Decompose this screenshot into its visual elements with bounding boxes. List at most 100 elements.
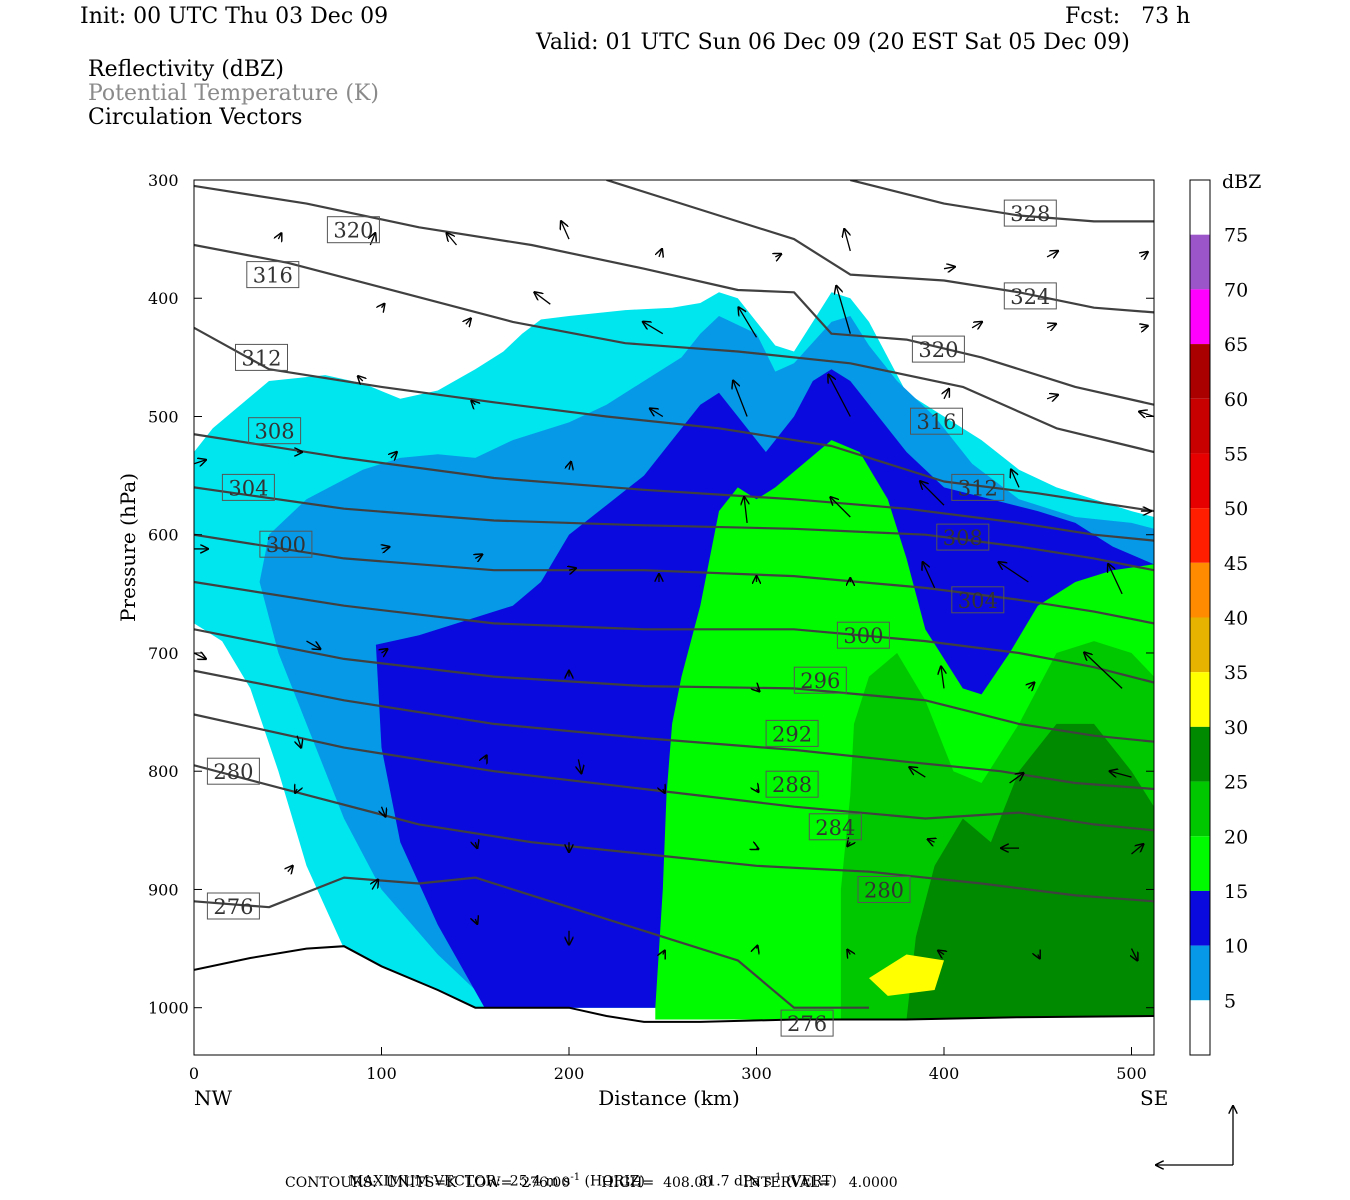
circulation-vector-38	[475, 554, 482, 558]
colorbar-label-50: 50	[1224, 498, 1248, 520]
circulation-vector-30	[569, 462, 571, 470]
circulation-vector-57	[663, 789, 665, 793]
circulation-vector-24	[944, 389, 949, 400]
circulation-vector-44	[998, 562, 1029, 583]
contour-label-6: 280	[213, 760, 253, 784]
circulation-vector-76	[757, 946, 758, 949]
theta-contour-304	[194, 486, 1154, 572]
circulation-vector-17	[1047, 324, 1056, 328]
circulation-vector-23	[828, 375, 851, 417]
theta-contour-300	[194, 533, 1154, 625]
theta-contour-288	[194, 669, 1154, 791]
y-tick-label-700: 700	[148, 644, 179, 663]
contour-label-21: 276	[787, 1012, 827, 1036]
circulation-vector-27	[194, 460, 206, 464]
circulation-vector-43	[923, 562, 936, 589]
contour-label-3: 308	[255, 420, 295, 444]
circulation-vector-54	[297, 735, 301, 748]
contour-label-16: 296	[800, 669, 840, 693]
colorbar-segment-75	[1190, 234, 1210, 290]
contour-label-4: 304	[228, 476, 268, 500]
contour-label-box-1	[246, 261, 300, 289]
contour-label-7: 276	[213, 895, 253, 919]
vert-unit: (VERT)	[785, 1173, 837, 1190]
colorbar-segment-60	[1190, 398, 1210, 454]
theta-contour-layer	[194, 180, 1154, 1009]
contour-label-box-19	[808, 813, 862, 841]
colorbar-segment-70	[1190, 289, 1210, 345]
colorbar-label-75: 75	[1224, 225, 1248, 247]
circulation-vector-11	[466, 318, 471, 324]
circulation-vector-25	[1046, 395, 1058, 399]
legend-reflectivity: Reflectivity (dBZ)	[88, 57, 284, 82]
circulation-vector-8	[1046, 251, 1058, 257]
legend-potential-temperature: Potential Temperature (K)	[88, 81, 379, 106]
colorbar-segment-35	[1190, 672, 1210, 727]
axes-layer: 300 400 500 600 700 800 900 1000 0 100 200 300 400 50…	[116, 171, 1168, 1110]
circulation-vector-51	[941, 666, 944, 689]
circulation-vector-13	[643, 322, 664, 335]
circulation-vector-56	[578, 759, 581, 773]
colorbar-label-70: 70	[1224, 279, 1248, 301]
contour-label-box-3	[248, 417, 302, 445]
reference-vector-arrow	[1156, 1106, 1233, 1165]
contour-label-box-11	[910, 407, 963, 435]
colorbar-segment-40	[1190, 617, 1210, 673]
colorbar-segment-10	[1190, 945, 1210, 1001]
surface-line	[194, 945, 1154, 1023]
theta-contour-296	[194, 580, 1154, 684]
contour-label-9: 324	[1010, 285, 1050, 309]
colorbar-segment-top	[1190, 180, 1210, 235]
circulation-vector-70	[1131, 844, 1144, 855]
circulation-vector-15	[836, 286, 851, 334]
circulation-vector-59	[909, 767, 926, 778]
contour-label-2: 312	[241, 346, 281, 370]
contour-label-12: 312	[958, 476, 998, 500]
circulation-vector-47	[306, 640, 321, 649]
circulation-vector-39	[569, 568, 576, 570]
circulation-vector-32	[830, 497, 851, 518]
reflectivity-fill-layer	[194, 292, 1154, 1020]
forecast-hour: Fcst: 73 h	[1065, 4, 1191, 29]
colorbar-label-25: 25	[1224, 772, 1248, 794]
colorbar-title: dBZ	[1222, 171, 1261, 193]
plot-frame	[193, 179, 1155, 1056]
horiz-unit: (HORIZ)	[584, 1173, 645, 1190]
circulation-vector-79	[1038, 955, 1040, 959]
circulation-vector-60	[1009, 773, 1024, 784]
reflectivity-region-35	[869, 954, 944, 996]
contour-label-20: 280	[864, 879, 904, 903]
circulation-vector-71	[288, 866, 293, 872]
contours-info: CONTOURS: UNITS=K LOW= 276.00 HIGH= 408.…	[285, 1175, 898, 1191]
circulation-vector-72	[372, 880, 378, 890]
circulation-vector-37	[382, 547, 390, 549]
colorbar-label-45: 45	[1224, 553, 1248, 575]
contour-label-box-7	[206, 892, 260, 920]
circulation-vector-29	[391, 452, 397, 458]
contour-label-1: 316	[253, 264, 293, 288]
colorbar-label-5: 5	[1224, 990, 1236, 1012]
circulation-vector-64	[475, 842, 477, 848]
contour-label-box-17	[765, 719, 819, 747]
colorbar-label-55: 55	[1224, 443, 1248, 465]
circulation-vector-63	[382, 806, 386, 817]
circulation-vector-2	[447, 233, 457, 246]
circulation-vector-75	[663, 951, 665, 955]
theta-contour-276	[194, 876, 869, 1009]
theta-contour-320	[194, 184, 1154, 406]
contour-label-13: 308	[943, 526, 983, 550]
contour-label-box-13	[936, 523, 990, 551]
y-tick-label-400: 400	[148, 289, 179, 308]
circulation-vector-12	[534, 292, 551, 305]
circulation-vector-4	[659, 249, 662, 257]
circulation-vector-48	[382, 649, 388, 653]
init-time: Init: 00 UTC Thu 03 Dec 09	[80, 4, 389, 29]
circulation-vector-20	[471, 401, 475, 405]
circulation-vector-31	[744, 497, 747, 523]
circulation-vector-46	[194, 653, 206, 659]
colorbar-segment-30	[1190, 726, 1210, 782]
contour-label-box-5	[259, 530, 313, 558]
y-tick-label-800: 800	[148, 762, 179, 781]
x-tick-label-100: 100	[366, 1064, 397, 1083]
